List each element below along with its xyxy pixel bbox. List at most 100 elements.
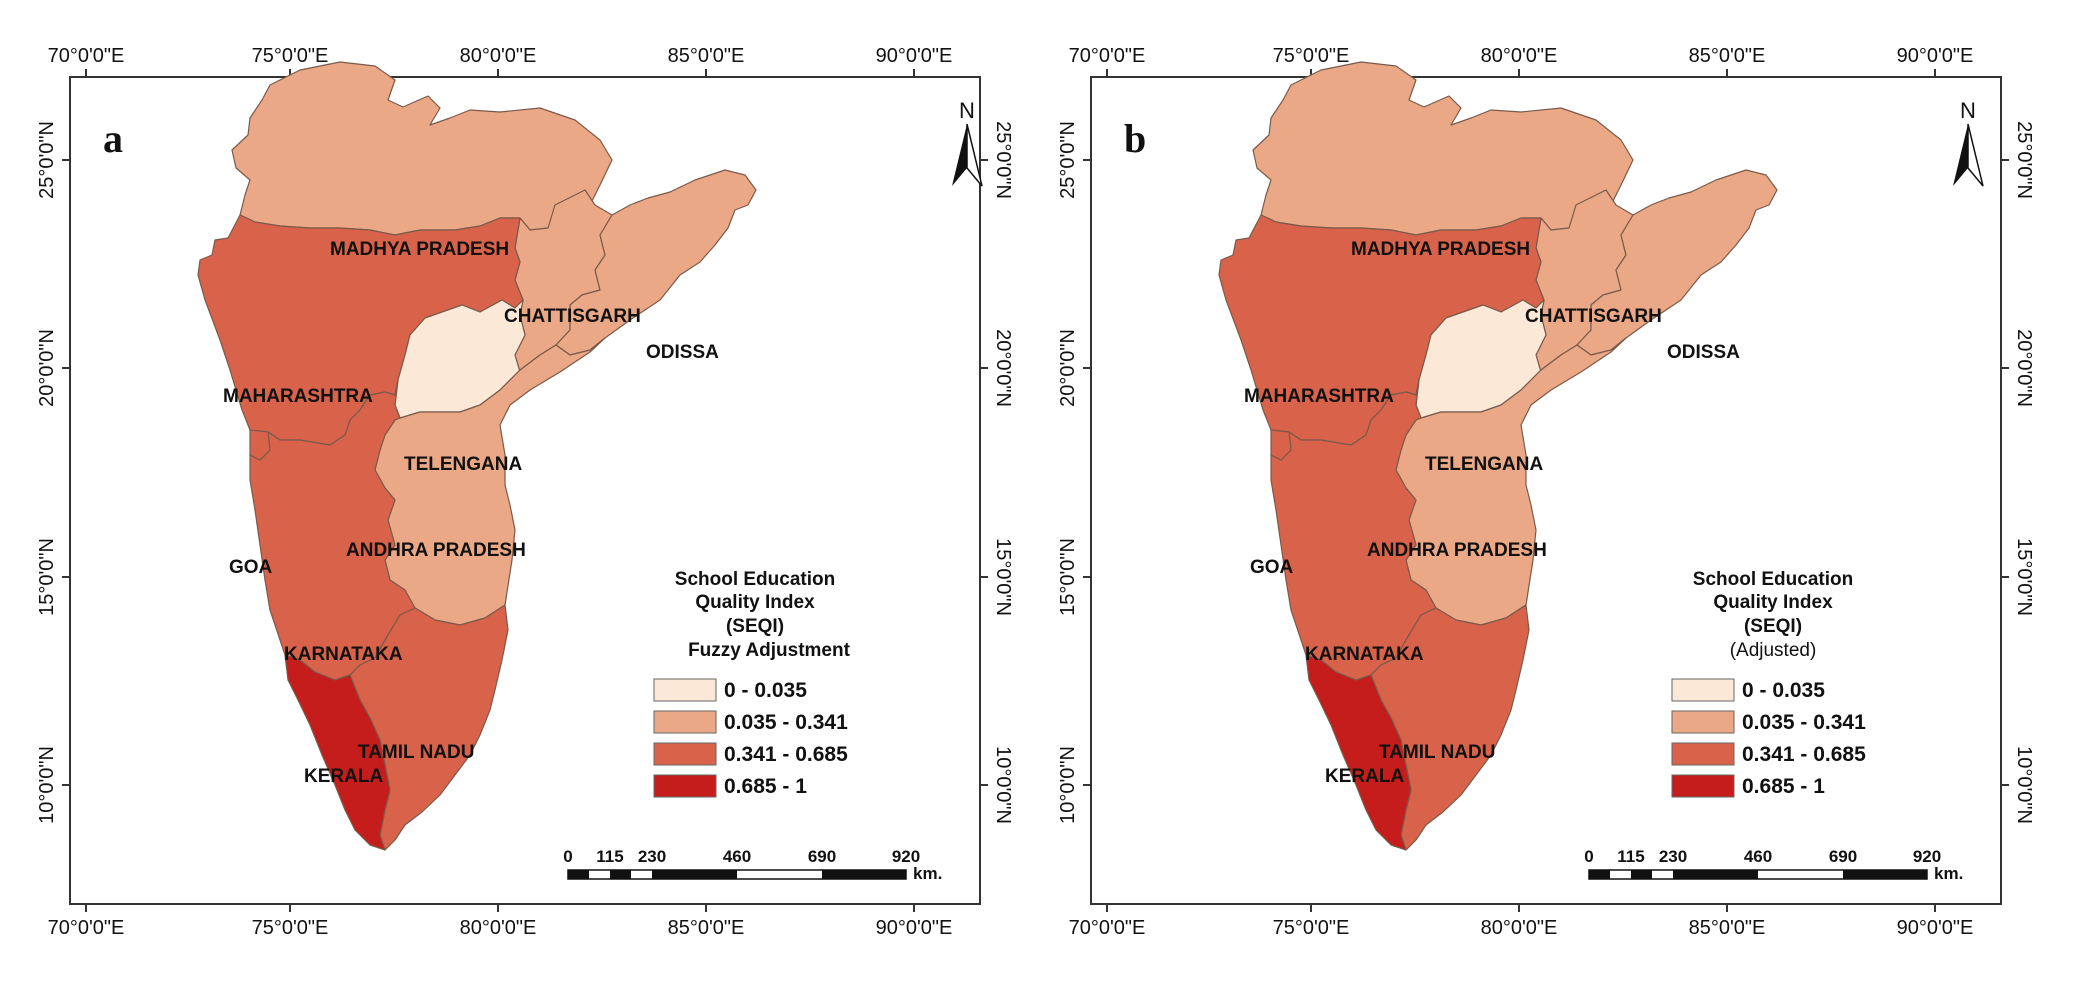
legend-subtitle: Fuzzy Adjustment bbox=[688, 640, 851, 661]
lat-label: 20°0'0"N bbox=[992, 329, 1014, 407]
legend-title-line: Quality Index bbox=[695, 592, 815, 613]
state-label-andhra-pradesh: ANDHRA PRADESH bbox=[346, 540, 526, 561]
north-arrow: N bbox=[952, 98, 983, 187]
legend-swatch bbox=[653, 774, 717, 798]
lon-ticks-top: 70°0'0"E 75°0'0"E 80°0'0"E 85°0'0"E 90°0… bbox=[1069, 45, 1974, 77]
state-label-maharashtra: MAHARASHTRA bbox=[223, 386, 373, 407]
legend-subtitle: (Adjusted) bbox=[1730, 640, 1817, 661]
lon-ticks-top: 70°0'0"E 75°0'0"E 80°0'0"E 85°0'0"E 90°0… bbox=[48, 45, 953, 77]
legend-swatch bbox=[653, 742, 717, 766]
scale-tick-label: 115 bbox=[1617, 847, 1644, 866]
north-arrow-icon bbox=[1967, 123, 1984, 187]
scale-tick-label: 920 bbox=[892, 847, 920, 866]
lat-ticks-right: 25°0'0"N 20°0'0"N 15°0'0"N 10°0'0"N bbox=[980, 121, 1014, 824]
lon-ticks-bottom: 70°0'0"E 75°0'0"E 80°0'0"E 85°0'0"E 90°0… bbox=[48, 904, 952, 939]
lat-label: 10°0'0"N bbox=[2013, 746, 2035, 824]
legend-label: 0.685 - 1 bbox=[724, 775, 807, 798]
scale-unit: km. bbox=[1934, 864, 1963, 883]
lon-label: 80°0'0"E bbox=[460, 917, 537, 939]
state-label-karnataka: KARNATAKA bbox=[284, 644, 403, 665]
lon-label: 75°0'0"E bbox=[1273, 45, 1350, 67]
legend-title-line: School Education bbox=[1693, 569, 1853, 590]
lat-label: 20°0'0"N bbox=[36, 329, 58, 407]
state-label-goa: GOA bbox=[229, 557, 273, 578]
state-label-karnataka: KARNATAKA bbox=[1305, 644, 1424, 665]
lat-label: 15°0'0"N bbox=[992, 538, 1014, 616]
scale-bar: 0 115 230 460 690 920 km. bbox=[1584, 847, 1963, 883]
scale-tick-label: 460 bbox=[1744, 847, 1772, 866]
legend-swatch bbox=[653, 710, 717, 734]
scale-tick-label: 690 bbox=[1829, 847, 1857, 866]
state-label-kerala: KERALA bbox=[304, 766, 383, 787]
scale-bar: 0 115 230 460 690 920 km. bbox=[563, 847, 942, 883]
state-label-chattisgarh: CHATTISGARH bbox=[1525, 306, 1662, 327]
panel-letter: b bbox=[1124, 116, 1146, 161]
scale-tick-label: 690 bbox=[808, 847, 836, 866]
lat-label: 25°0'0"N bbox=[992, 121, 1014, 199]
legend-label: 0.341 - 0.685 bbox=[1742, 743, 1866, 766]
state-label-madhya-pradesh: MADHYA PRADESH bbox=[1351, 239, 1530, 260]
lat-label: 10°0'0"N bbox=[36, 746, 58, 824]
legend-label: 0.341 - 0.685 bbox=[724, 743, 848, 766]
lat-ticks-right: 25°0'0"N 20°0'0"N 15°0'0"N 10°0'0"N bbox=[2001, 121, 2035, 824]
state-label-odissa: ODISSA bbox=[646, 342, 719, 363]
lat-label: 10°0'0"N bbox=[992, 746, 1014, 824]
scale-tick-label: 230 bbox=[638, 847, 666, 866]
state-label-madhya-pradesh: MADHYA PRADESH bbox=[330, 239, 509, 260]
lon-label: 90°0'0"E bbox=[876, 45, 953, 67]
state-label-goa: GOA bbox=[1250, 557, 1294, 578]
legend: School Education Quality Index (SEQI) (A… bbox=[1671, 569, 1866, 798]
lon-label: 80°0'0"E bbox=[1481, 45, 1558, 67]
lon-label: 90°0'0"E bbox=[1897, 917, 1974, 939]
legend: School Education Quality Index (SEQI) Fu… bbox=[653, 569, 851, 798]
state-label-chattisgarh: CHATTISGARH bbox=[504, 306, 641, 327]
scale-tick-label: 920 bbox=[1913, 847, 1941, 866]
legend-title-line: Quality Index bbox=[1713, 592, 1833, 613]
north-arrow-icon bbox=[1953, 124, 1968, 186]
map-panel-b: 70°0'0"E 75°0'0"E 80°0'0"E 85°0'0"E 90°0… bbox=[1057, 45, 2035, 939]
legend-title-line: (SEQI) bbox=[1744, 616, 1802, 637]
legend-label: 0 - 0.035 bbox=[1742, 679, 1825, 702]
lon-label: 70°0'0"E bbox=[48, 917, 125, 939]
north-arrow-label: N bbox=[1960, 98, 1976, 123]
lon-label: 70°0'0"E bbox=[48, 45, 125, 67]
lon-label: 70°0'0"E bbox=[1069, 917, 1146, 939]
state-label-telengana: TELENGANA bbox=[1425, 454, 1544, 475]
lon-label: 90°0'0"E bbox=[1897, 45, 1974, 67]
lat-label: 25°0'0"N bbox=[2013, 121, 2035, 199]
state-labels: MADHYA PRADESH CHATTISGARH ODISSA MAHARA… bbox=[1244, 239, 1740, 787]
north-arrow-label: N bbox=[959, 98, 975, 123]
lat-label: 15°0'0"N bbox=[1057, 538, 1079, 616]
legend-swatch bbox=[1671, 678, 1735, 702]
scale-tick-label: 115 bbox=[596, 847, 623, 866]
lon-label: 85°0'0"E bbox=[1689, 45, 1766, 67]
lon-label: 75°0'0"E bbox=[252, 917, 329, 939]
legend-label: 0 - 0.035 bbox=[724, 679, 807, 702]
scale-unit: km. bbox=[913, 864, 942, 883]
lat-label: 20°0'0"N bbox=[2013, 329, 2035, 407]
lat-label: 20°0'0"N bbox=[1057, 329, 1079, 407]
lon-label: 85°0'0"E bbox=[668, 917, 745, 939]
lat-ticks-left: 25°0'0"N 20°0'0"N 15°0'0"N 10°0'0"N bbox=[36, 121, 70, 824]
map-panel-a: 70°0'0"E 75°0'0"E 80°0'0"E 85°0'0"E 90°0… bbox=[36, 45, 1014, 939]
legend-swatch bbox=[1671, 774, 1735, 798]
lat-label: 15°0'0"N bbox=[36, 538, 58, 616]
legend-label: 0.035 - 0.341 bbox=[1742, 711, 1866, 734]
lon-label: 75°0'0"E bbox=[1273, 917, 1350, 939]
lon-ticks-bottom: 70°0'0"E 75°0'0"E 80°0'0"E 85°0'0"E 90°0… bbox=[1069, 904, 1974, 939]
lon-label: 85°0'0"E bbox=[1689, 917, 1766, 939]
lon-label: 80°0'0"E bbox=[460, 45, 537, 67]
legend-swatch bbox=[653, 678, 717, 702]
state-label-telengana: TELENGANA bbox=[404, 454, 523, 475]
north-arrow-icon bbox=[966, 123, 983, 187]
lat-ticks-left: 25°0'0"N 20°0'0"N 15°0'0"N 10°0'0"N bbox=[1057, 121, 1091, 824]
legend-title-line: School Education bbox=[675, 569, 835, 590]
state-label-maharashtra: MAHARASHTRA bbox=[1244, 386, 1394, 407]
state-label-odissa: ODISSA bbox=[1667, 342, 1740, 363]
lon-label: 85°0'0"E bbox=[668, 45, 745, 67]
state-label-tamil-nadu: TAMIL NADU bbox=[1379, 742, 1495, 763]
north-arrow-icon bbox=[952, 124, 967, 186]
scale-tick-label: 230 bbox=[1659, 847, 1687, 866]
state-label-kerala: KERALA bbox=[1325, 766, 1404, 787]
